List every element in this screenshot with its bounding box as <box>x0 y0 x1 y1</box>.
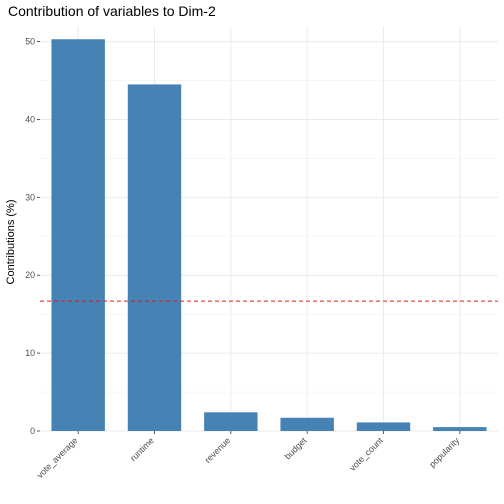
y-tick-label: 10 <box>25 348 35 358</box>
x-tick-label: revenue <box>203 435 233 465</box>
bar-popularity <box>433 427 487 431</box>
bar-vote-average <box>51 39 105 431</box>
x-tick-label: vote_average <box>35 435 80 480</box>
y-tick-label: 30 <box>25 192 35 202</box>
y-axis-title: Contributions (%) <box>5 200 17 285</box>
y-tick-label: 40 <box>25 114 35 124</box>
chart-title: Contribution of variables to Dim-2 <box>8 3 216 19</box>
x-tick-label: budget <box>282 435 308 461</box>
y-tick-label: 20 <box>25 270 35 280</box>
grid-layer <box>40 26 498 432</box>
bar-vote-count <box>356 422 411 431</box>
bar-revenue <box>204 412 258 431</box>
y-tick-label: 0 <box>30 426 35 436</box>
x-tick-label: vote_count <box>347 435 385 473</box>
bar-budget <box>280 417 334 431</box>
x-tick-label: runtime <box>128 435 156 463</box>
bar-runtime <box>127 84 182 432</box>
y-tick-label: 50 <box>25 37 35 47</box>
bars-layer <box>51 39 487 432</box>
x-tick-label: popularity <box>427 435 461 469</box>
